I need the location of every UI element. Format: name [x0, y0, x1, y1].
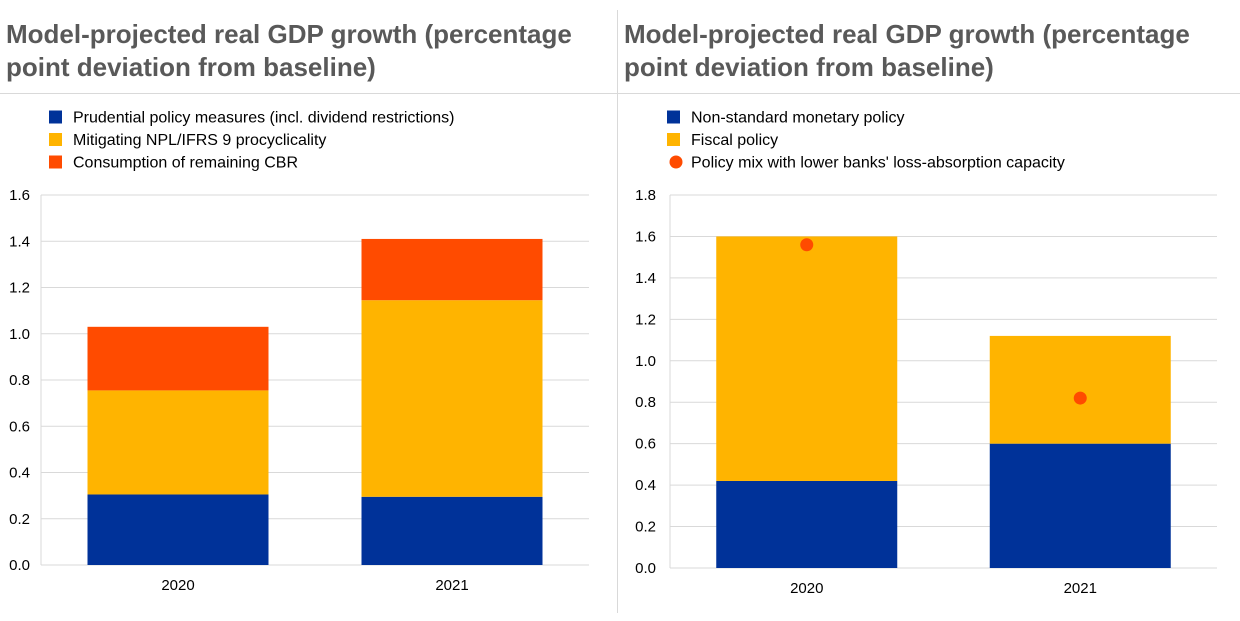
legend-label: Non-standard monetary policy: [691, 110, 904, 127]
bar-segment: [87, 326, 269, 391]
legend-marker-square: [667, 110, 680, 124]
y-tick-label: 1.6: [635, 228, 656, 245]
bar-segment: [361, 238, 543, 301]
bar-segment: [989, 335, 1171, 444]
bar-segment: [87, 390, 269, 495]
y-tick-label: 1.6: [9, 187, 30, 204]
legend-marker-square: [49, 110, 62, 124]
y-tick-label: 1.2: [9, 280, 30, 297]
bar-segment: [989, 443, 1171, 568]
legend-label: Fiscal policy: [691, 132, 778, 149]
stacked-bar-chart: Non-standard monetary policy Fiscal polic…: [635, 110, 1217, 597]
y-tick-label: 0.2: [635, 519, 656, 536]
legend-marker-circle: [669, 155, 683, 169]
title-rule: [618, 93, 1240, 94]
chart-title: Model-projected real GDP growth (percent…: [6, 19, 572, 82]
y-tick-label: 0.4: [635, 477, 656, 494]
x-tick-label: 2020: [161, 577, 194, 594]
legend-marker-square: [49, 133, 62, 146]
x-tick-label: 2020: [790, 580, 823, 597]
legend-label: Consumption of remaining CBR: [73, 155, 298, 172]
legend-label: Policy mix with lower banks' loss-absorp…: [691, 155, 1065, 172]
chart-panel-left: Model-projected real GDP growth (percent…: [0, 0, 617, 621]
panel-divider: [617, 10, 618, 613]
data-point: [1073, 391, 1087, 405]
legend-label: Mitigating NPL/IFRS 9 procyclicality: [73, 132, 326, 149]
y-tick-label: 0.8: [9, 372, 30, 389]
y-tick-label: 0.6: [635, 436, 656, 453]
chart-title: Model-projected real GDP growth (percent…: [624, 19, 1190, 82]
legend-marker-square: [49, 155, 62, 169]
y-tick-label: 1.0: [635, 353, 656, 370]
stacked-bar-chart: Prudential policy measures (incl. divide…: [9, 110, 589, 594]
chart-panel-right: Model-projected real GDP growth (percent…: [618, 0, 1240, 621]
data-point: [800, 238, 814, 252]
bar-segment: [361, 496, 543, 565]
bar-segment: [87, 494, 269, 565]
y-tick-label: 0.2: [9, 511, 30, 528]
y-tick-label: 1.8: [635, 187, 656, 204]
legend-marker-square: [667, 133, 680, 146]
y-tick-label: 1.4: [635, 270, 656, 287]
y-tick-label: 0.0: [9, 557, 30, 574]
bar-segment: [361, 300, 543, 497]
x-tick-label: 2021: [1064, 580, 1097, 597]
y-tick-label: 1.0: [9, 326, 30, 343]
y-tick-label: 0.0: [635, 560, 656, 577]
x-tick-label: 2021: [435, 577, 468, 594]
title-rule: [0, 93, 617, 94]
legend-label: Prudential policy measures (incl. divide…: [73, 110, 455, 127]
y-tick-label: 1.4: [9, 233, 30, 250]
y-tick-label: 0.6: [9, 418, 30, 435]
y-tick-label: 0.4: [9, 465, 30, 482]
y-tick-label: 1.2: [635, 311, 656, 328]
bar-segment: [716, 480, 898, 568]
bar-segment: [716, 236, 898, 481]
y-tick-label: 0.8: [635, 394, 656, 411]
